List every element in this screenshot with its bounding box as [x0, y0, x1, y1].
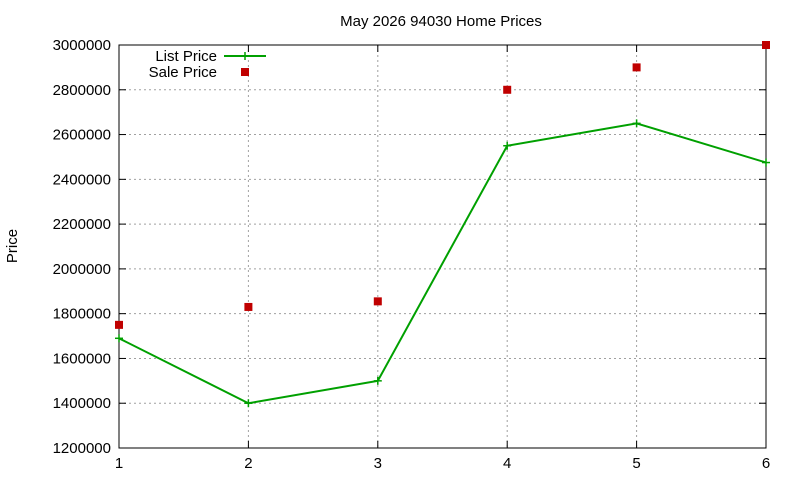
data-point: [373, 376, 382, 385]
series-layer: [115, 41, 770, 408]
x-tick-label: 5: [632, 455, 640, 472]
data-point: [115, 320, 123, 329]
data-point: [503, 85, 512, 94]
series-list-price: [115, 119, 770, 408]
legend-label: List Price: [155, 48, 217, 65]
legend-marker: [241, 68, 249, 76]
data-point: [373, 297, 382, 306]
legend-label: Sale Price: [149, 64, 217, 81]
legend-marker: [241, 52, 249, 60]
data-point: [503, 141, 512, 150]
plot-frame: [118, 44, 767, 449]
data-point: [244, 399, 253, 408]
y-tick-label: 2800000: [53, 82, 111, 99]
x-tick-label: 6: [762, 455, 770, 472]
x-tick-label: 1: [115, 455, 123, 472]
data-point: [762, 158, 770, 167]
x-tick-label: 4: [503, 455, 511, 472]
x-axis-ticks: 1 2 3 4 5 6: [115, 45, 770, 472]
y-tick-label: 3000000: [53, 37, 111, 54]
x-tick-label: 3: [374, 455, 382, 472]
series-line: [118, 122, 767, 405]
data-point: [632, 63, 641, 72]
y-tick-label: 2200000: [53, 216, 111, 233]
data-point: [762, 41, 770, 49]
y-tick-label: 1600000: [53, 350, 111, 367]
y-tick-label: 2400000: [53, 171, 111, 188]
y-tick-label: 1800000: [53, 306, 111, 323]
data-point: [632, 119, 641, 128]
y-tick-label: 1200000: [53, 440, 111, 457]
chart-title: May 2026 94030 Home Prices: [340, 13, 542, 30]
y-tick-label: 2000000: [53, 261, 111, 278]
series-sale-price: [115, 41, 770, 329]
data-point: [244, 302, 253, 311]
y-axis-ticks: 1200000 1400000 1600000 1800000 2000000 22000…: [53, 37, 766, 457]
data-point: [115, 334, 123, 343]
y-tick-label: 1400000: [53, 395, 111, 412]
y-axis-label: Price: [4, 229, 21, 263]
x-tick-label: 2: [244, 455, 252, 472]
y-tick-label: 2600000: [53, 127, 111, 144]
